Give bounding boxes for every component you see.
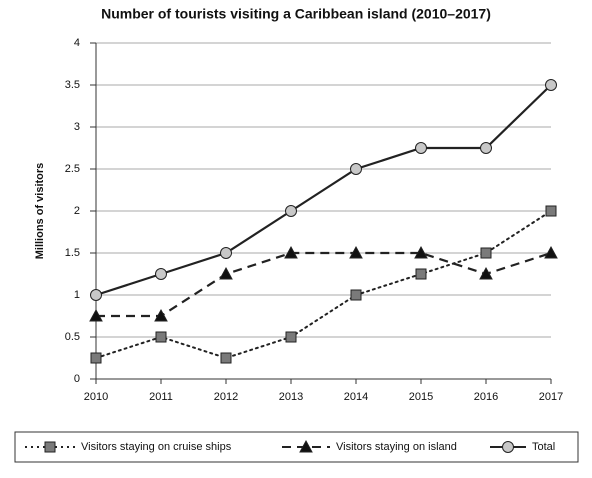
marker xyxy=(44,441,56,453)
marker xyxy=(480,142,492,154)
marker xyxy=(350,289,362,301)
y-tick-label: 1 xyxy=(74,289,80,301)
marker xyxy=(90,289,102,301)
marker xyxy=(479,266,493,280)
marker xyxy=(350,163,362,175)
legend-label: Visitors staying on cruise ships xyxy=(81,441,232,453)
series-line xyxy=(95,84,552,297)
marker xyxy=(220,352,232,364)
marker xyxy=(89,308,103,322)
x-tick-label: 2011 xyxy=(149,391,173,403)
series-line xyxy=(95,210,552,360)
y-tick-label: 0 xyxy=(74,373,80,385)
x-tick-label: 2016 xyxy=(474,391,498,403)
marker xyxy=(545,205,557,217)
legend-label: Total xyxy=(532,441,555,453)
y-tick-label: 0.5 xyxy=(65,331,80,343)
x-tick-label: 2014 xyxy=(344,391,368,403)
marker xyxy=(299,439,313,453)
marker xyxy=(414,245,428,259)
marker xyxy=(502,441,514,453)
chart-title: Number of tourists visiting a Caribbean … xyxy=(101,6,491,22)
marker xyxy=(349,245,363,259)
marker xyxy=(220,247,232,259)
marker xyxy=(415,142,427,154)
y-tick-label: 1.5 xyxy=(65,247,80,259)
y-tick-label: 2.5 xyxy=(65,163,80,175)
x-tick-label: 2013 xyxy=(279,391,303,403)
x-tick-label: 2015 xyxy=(409,391,433,403)
marker xyxy=(544,245,558,259)
x-tick-label: 2010 xyxy=(84,391,108,403)
series-line xyxy=(96,251,552,318)
marker xyxy=(285,331,297,343)
y-axis-label: Millions of visitors xyxy=(34,163,46,260)
y-tick-label: 2 xyxy=(74,205,80,217)
marker xyxy=(154,308,168,322)
marker xyxy=(90,352,102,364)
marker xyxy=(155,268,167,280)
y-tick-label: 3.5 xyxy=(65,79,80,91)
marker xyxy=(219,266,233,280)
marker xyxy=(284,245,298,259)
marker xyxy=(285,205,297,217)
x-tick-label: 2017 xyxy=(539,391,563,403)
legend-box xyxy=(14,431,579,463)
marker xyxy=(545,79,557,91)
y-tick-label: 4 xyxy=(74,37,80,49)
marker xyxy=(415,268,427,280)
marker xyxy=(155,331,167,343)
marker xyxy=(480,247,492,259)
y-tick-label: 3 xyxy=(74,121,80,133)
legend-label: Visitors staying on island xyxy=(336,441,457,453)
x-tick-label: 2012 xyxy=(214,391,238,403)
